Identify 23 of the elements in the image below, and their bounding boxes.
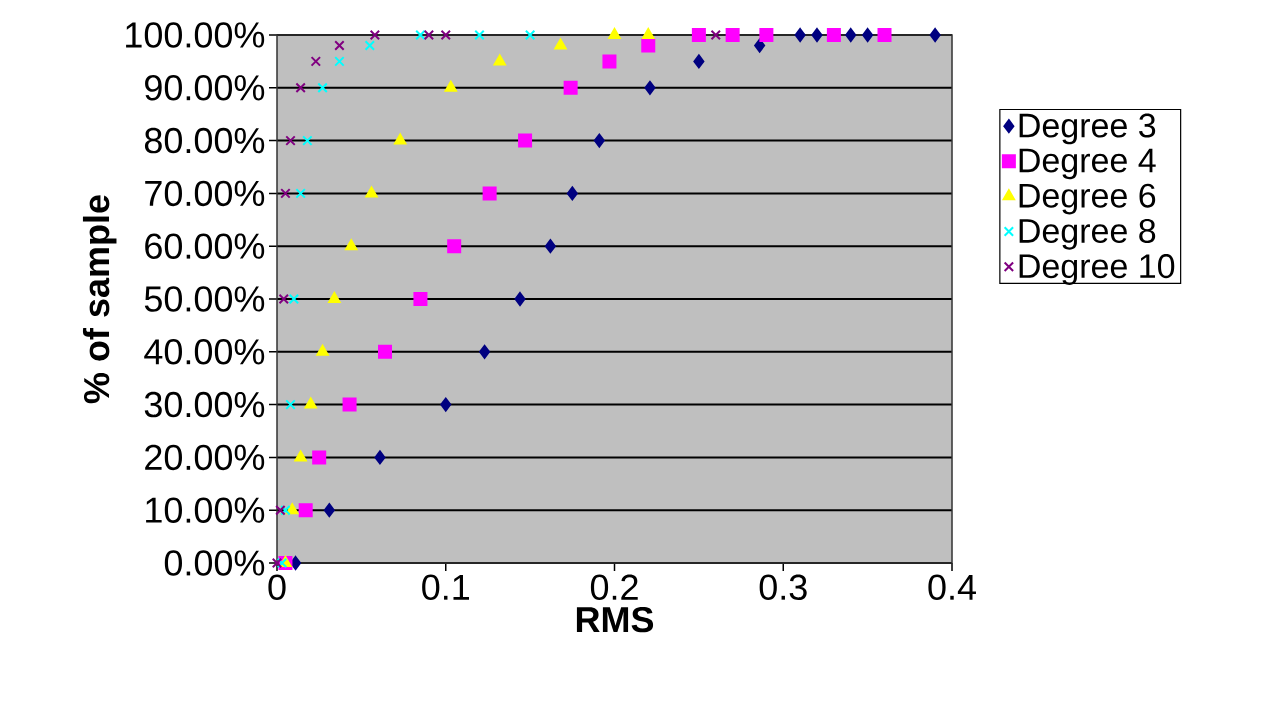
legend-label: Degree 6 (1019, 183, 1156, 215)
y-tick-label: 10.00% (146, 497, 265, 523)
legend-label: Degree 10 (1019, 254, 1175, 285)
x-axis-title: RMS (576, 606, 654, 633)
legend-label: Degree 3 (1019, 113, 1156, 145)
y-tick-label: 40.00% (144, 339, 265, 365)
y-tick-label: 60.00% (145, 233, 265, 259)
y-tick-label: 100.00% (126, 22, 265, 48)
y-axis-title: % of sample (82, 195, 117, 404)
y-tick-label: 90.00% (145, 75, 265, 101)
legend-label: Degree 4 (1019, 148, 1156, 180)
y-tick-label: 70.00% (145, 180, 265, 207)
x-tick-label: 0 (268, 574, 286, 601)
x-tick-label: 0.3 (759, 574, 807, 601)
y-tick-label: 20.00% (145, 444, 265, 471)
x-tick-label: 0.1 (422, 574, 470, 601)
x-tick-label: 0.2 (590, 574, 638, 601)
y-tick-label: 0.00% (164, 550, 265, 576)
y-tick-label: 30.00% (144, 391, 265, 418)
legend-label: Degree 8 (1019, 218, 1156, 250)
y-tick-label: 80.00% (144, 127, 265, 154)
x-tick-label: 0.4 (928, 574, 976, 601)
y-tick-label: 50.00% (144, 286, 265, 312)
